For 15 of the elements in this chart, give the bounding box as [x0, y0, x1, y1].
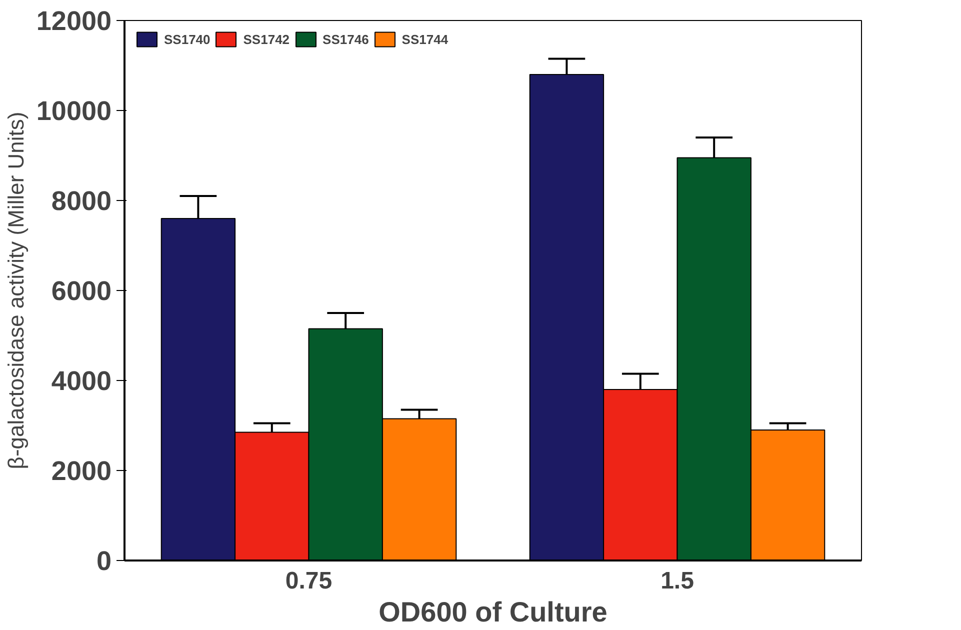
y-tick-label: 10000: [36, 96, 112, 126]
legend-label: SS1740: [164, 32, 210, 46]
y-axis-title: β-galactosidase activity (Miller Units): [3, 112, 28, 470]
x-axis-title: OD600 of Culture: [378, 596, 608, 628]
x-tick-label: 1.5: [660, 568, 694, 594]
y-tick-label: 8000: [51, 186, 112, 216]
y-tick-label: 2000: [51, 456, 112, 486]
x-tick-label: 0.75: [285, 568, 332, 594]
y-tick-label: 6000: [51, 276, 112, 306]
y-tick-label: 4000: [51, 366, 112, 396]
y-tick-label: 12000: [36, 6, 112, 36]
legend-label: SS1742: [243, 32, 290, 46]
legend-label: SS1744: [402, 32, 448, 46]
y-tick-label: 0: [96, 546, 112, 576]
legend-label: SS1746: [322, 32, 369, 46]
